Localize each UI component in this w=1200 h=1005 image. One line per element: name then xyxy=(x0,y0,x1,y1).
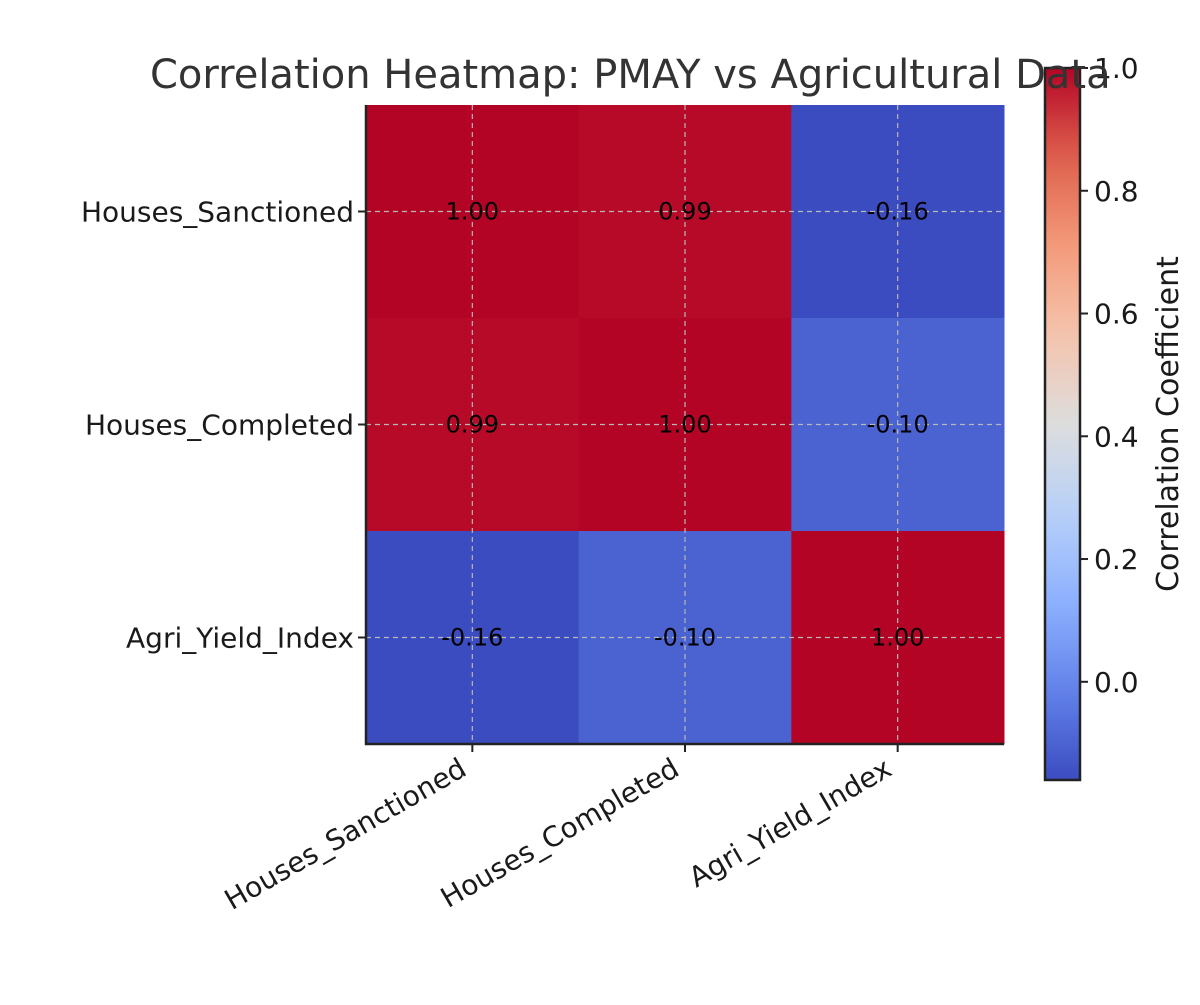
cell-value-labels: 1.00 0.99 -0.16 0.99 1.00 -0.10 -0.16 -0.10 1.00 xyxy=(441,198,928,652)
y-tick-labels: Houses_Sanctioned Houses_Completed Agri_Yi… xyxy=(81,196,366,655)
colorbar-tick-label-4: 0.8 xyxy=(1094,175,1139,208)
chart-title: Correlation Heatmap: PMAY vs Agricultura… xyxy=(150,52,1111,98)
colorbar-tick-label-2: 0.4 xyxy=(1094,420,1139,453)
x-tick-label-1: Houses_Completed xyxy=(435,751,685,914)
colorbar-gradient xyxy=(1043,66,1082,782)
axes xyxy=(364,105,1004,746)
x-tick-label-2: Agri_Yield_Index xyxy=(683,751,897,894)
colorbar: 0.0 0.2 0.4 0.6 0.8 1.0 Correlation Coefficien… xyxy=(1043,52,1186,782)
colorbar-tick-label-5: 1.0 xyxy=(1094,52,1139,85)
x-tick-labels: Houses_SanctionedHouses_CompletedAgri_Yi… xyxy=(219,744,899,917)
colorbar-tick-label-0: 0.0 xyxy=(1094,666,1139,699)
colorbar-label: Correlation Coefficient xyxy=(1151,256,1186,592)
cell-value-label-0-1: 0.99 xyxy=(658,198,711,226)
cell-value-label-1-1: 1.00 xyxy=(658,411,711,439)
grid-lines xyxy=(366,105,1004,744)
cell-value-label-0-0: 1.00 xyxy=(446,198,499,226)
cell-value-label-0-2: -0.16 xyxy=(867,198,929,226)
colorbar-tick-label-1: 0.2 xyxy=(1094,543,1139,576)
x-tick-label-0: Houses_Sanctioned xyxy=(219,751,472,916)
y-tick-label-0: Houses_Sanctioned xyxy=(81,196,354,229)
cell-value-label-2-2: 1.00 xyxy=(871,624,924,652)
cell-value-label-2-0: -0.16 xyxy=(441,624,503,652)
cell-value-label-1-0: 0.99 xyxy=(446,411,499,439)
cell-value-label-2-1: -0.10 xyxy=(654,624,716,652)
y-tick-label-1: Houses_Completed xyxy=(85,409,354,442)
colorbar-tick-label-3: 0.6 xyxy=(1094,298,1139,331)
y-tick-label-2: Agri_Yield_Index xyxy=(126,622,354,655)
axis-spines xyxy=(364,105,1004,746)
heatmap-cell-0-0 xyxy=(366,105,580,319)
cell-value-label-1-2: -0.10 xyxy=(867,411,929,439)
